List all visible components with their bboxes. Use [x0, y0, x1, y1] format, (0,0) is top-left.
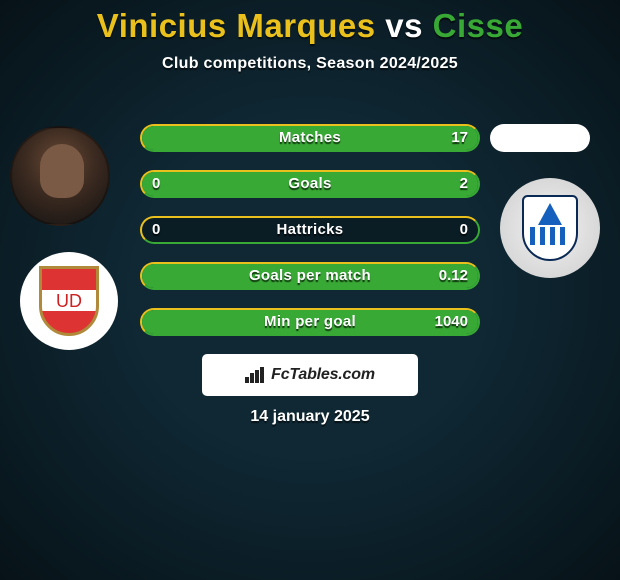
stat-row: Goals per match0.12	[140, 262, 480, 290]
footer-date: 14 january 2025	[0, 408, 620, 426]
stat-row: Min per goal1040	[140, 308, 480, 336]
stat-label: Goals per match	[140, 262, 480, 290]
title-vs: vs	[376, 7, 433, 44]
stat-value-left: 0	[152, 216, 160, 244]
stat-value-right: 17	[451, 124, 468, 152]
stat-label: Min per goal	[140, 308, 480, 336]
player-right-avatar	[490, 124, 590, 152]
stat-value-right: 1040	[435, 308, 468, 336]
title-player-right: Cisse	[433, 7, 524, 44]
comparison-title: Vinicius Marques vs Cisse	[0, 0, 620, 45]
club-left-crest	[20, 252, 118, 350]
stat-row: Goals0 2	[140, 170, 480, 198]
stat-value-left: 0	[152, 170, 160, 198]
stat-row: Hattricks0 0	[140, 216, 480, 244]
stat-value-right: 2	[460, 170, 468, 198]
stat-label: Matches	[140, 124, 480, 152]
bar-chart-icon	[245, 367, 265, 383]
title-player-left: Vinicius Marques	[97, 7, 376, 44]
stat-label: Hattricks	[140, 216, 480, 244]
stat-value-right: 0	[460, 216, 468, 244]
stat-label: Goals	[140, 170, 480, 198]
stats-container: Matches17Goals02Hattricks00Goals per mat…	[140, 124, 480, 354]
brand-badge: FcTables.com	[202, 354, 418, 396]
club-right-crest	[500, 178, 600, 278]
player-left-avatar	[10, 126, 110, 226]
stat-row: Matches17	[140, 124, 480, 152]
brand-text: FcTables.com	[271, 366, 375, 384]
subtitle: Club competitions, Season 2024/2025	[0, 55, 620, 73]
stat-value-right: 0.12	[439, 262, 468, 290]
